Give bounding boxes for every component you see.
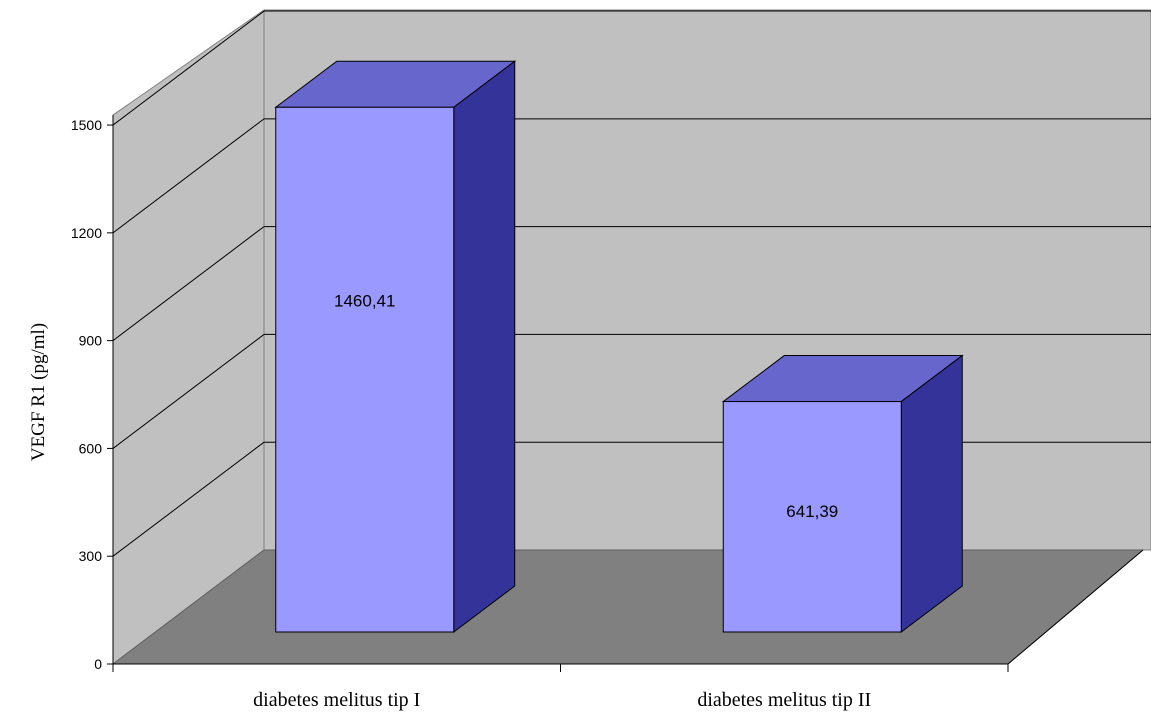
bar-side	[900, 354, 963, 634]
data-label: 1460,41	[334, 292, 395, 311]
y-tick-label: 0	[94, 656, 102, 672]
floor-edge	[1007, 549, 1144, 665]
x-category-label: diabetes melitus tip I	[253, 689, 420, 711]
data-labels: 1460,41 641,39	[334, 292, 838, 521]
bars	[274, 60, 964, 634]
axes	[107, 115, 1144, 672]
chart-walls	[111, 9, 1151, 666]
y-tick-label: 1500	[71, 117, 102, 133]
floor	[111, 549, 1145, 665]
gridline-side	[112, 226, 265, 342]
y-tick-label: 1200	[71, 225, 102, 241]
gridline-side	[112, 334, 265, 449]
gridline-side	[112, 10, 265, 126]
bar	[275, 106, 455, 633]
x-category-labels: diabetes melitus tip I diabetes melitus t…	[253, 689, 871, 711]
y-tick-label: 600	[79, 440, 103, 456]
y-tick-label: 300	[79, 548, 103, 564]
bar	[722, 401, 902, 633]
y-axis-title: VEGF R1 (pg/ml)	[28, 323, 49, 461]
bar-side	[453, 60, 516, 634]
x-category-label: diabetes melitus tip II	[697, 689, 871, 711]
data-label: 641,39	[786, 502, 838, 521]
y-tick-label: 900	[79, 333, 103, 349]
y-tick-labels: 0 300 600 900 1200 1500	[71, 117, 102, 672]
gridline-side	[112, 441, 265, 557]
gridline-side	[112, 118, 265, 234]
